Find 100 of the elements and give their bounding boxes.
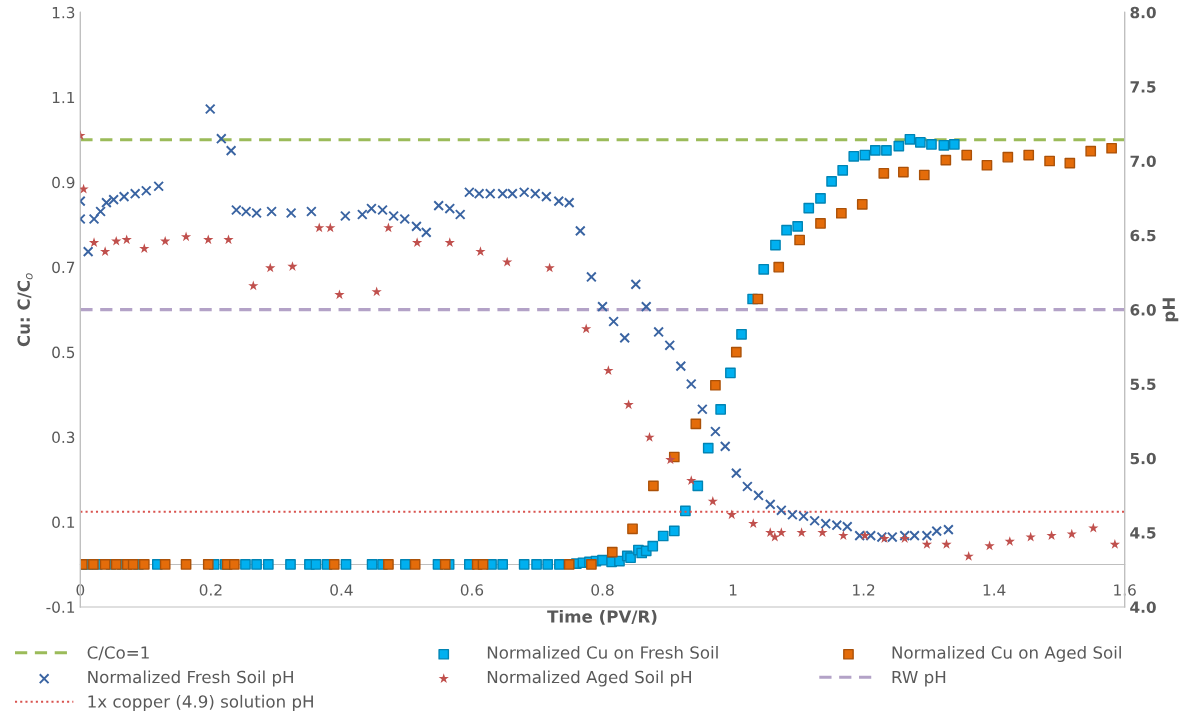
point (769, 531, 780, 542)
legend-label: C/Co=1 (87, 646, 149, 661)
y2-tick-label: 5.0 (1130, 452, 1156, 465)
point (921, 539, 933, 549)
y2-tick-label: 5.5 (1130, 378, 1156, 390)
point (963, 551, 974, 561)
point (1088, 522, 1099, 533)
point (334, 289, 345, 300)
point (563, 559, 575, 570)
point (665, 454, 676, 465)
point (836, 207, 847, 219)
legend-label: Normalized Aged Soil pH (487, 670, 691, 687)
y2-tick-label: 4.5 (1130, 527, 1156, 539)
x-tick-label: 1.2 (853, 584, 875, 596)
point (475, 246, 486, 257)
point (940, 154, 952, 166)
point (627, 523, 638, 535)
point (898, 166, 909, 178)
point (623, 399, 634, 410)
point (325, 222, 336, 233)
point (690, 418, 702, 430)
point (121, 234, 132, 245)
point (229, 559, 240, 570)
y-axis-title: Cu: C/C$_{o}$ (17, 273, 33, 347)
point (202, 559, 214, 570)
point (648, 480, 659, 492)
y-tick-label: 0.1 (52, 516, 75, 529)
point (918, 169, 930, 181)
point (941, 539, 952, 549)
point (502, 256, 513, 267)
point (773, 261, 785, 273)
point (1004, 536, 1015, 546)
point (776, 527, 787, 537)
point (544, 262, 555, 273)
point (815, 218, 826, 229)
point (981, 159, 993, 171)
point (796, 527, 807, 537)
y-tick-label: 1.3 (52, 6, 75, 19)
y-tick-label: 0.5 (52, 346, 75, 359)
legend-label: 1x copper (4.9) solution pH (88, 694, 313, 711)
point (1023, 149, 1035, 161)
point (838, 530, 849, 540)
point (383, 222, 394, 233)
x-tick-label: 0.6 (460, 584, 484, 596)
point (606, 546, 618, 558)
point (287, 261, 298, 271)
point (180, 231, 192, 242)
point (223, 234, 234, 245)
point (80, 183, 89, 194)
x-tick-label: 1.4 (983, 584, 1006, 596)
x-tick-label: 0.2 (199, 584, 222, 596)
point (409, 559, 421, 570)
point (1085, 145, 1097, 157)
legend-label: RW pH (892, 670, 946, 687)
point (1025, 531, 1036, 542)
point (1002, 151, 1014, 163)
point (707, 496, 718, 506)
point (477, 559, 489, 570)
point (127, 559, 139, 570)
point (203, 234, 214, 245)
legend-label: Normalized Cu on Aged Soil (892, 645, 1121, 663)
y-tick-label: 0.3 (52, 431, 75, 444)
point (265, 262, 276, 273)
point (383, 559, 394, 570)
point (644, 432, 655, 442)
y2-axis-title: pH (1162, 298, 1179, 322)
point (1046, 530, 1057, 540)
x-axis-title: Time (PV/R) (547, 609, 657, 625)
point (412, 237, 423, 248)
point (603, 365, 614, 375)
y-tick-label: 0.9 (52, 176, 75, 189)
point (794, 234, 805, 246)
point (748, 518, 759, 529)
point (686, 475, 697, 485)
point (730, 346, 742, 358)
y-tick-label: 1.1 (52, 91, 75, 104)
y-tick-label: -0.1 (46, 601, 75, 613)
point (99, 559, 111, 570)
point (581, 323, 592, 334)
point (314, 222, 325, 233)
point (878, 167, 890, 179)
point (328, 559, 340, 570)
point (160, 235, 171, 246)
point (710, 379, 721, 391)
point (248, 280, 259, 291)
point (726, 509, 737, 520)
point (88, 559, 99, 570)
y2-tick-label: 8.0 (1130, 6, 1156, 19)
x-tick-label: 0.4 (330, 584, 353, 596)
y2-tick-label: 6.5 (1130, 229, 1156, 242)
point (371, 286, 382, 297)
point (1066, 528, 1077, 539)
x-tick-label: 1 (729, 584, 737, 596)
legend-label: Normalized Fresh Soil pH (88, 670, 293, 687)
y-tick-label: 0.7 (52, 261, 75, 274)
x-tick-label: 0.8 (591, 584, 614, 596)
point (444, 237, 455, 248)
point (159, 559, 171, 570)
point (139, 243, 150, 254)
point (817, 527, 828, 537)
